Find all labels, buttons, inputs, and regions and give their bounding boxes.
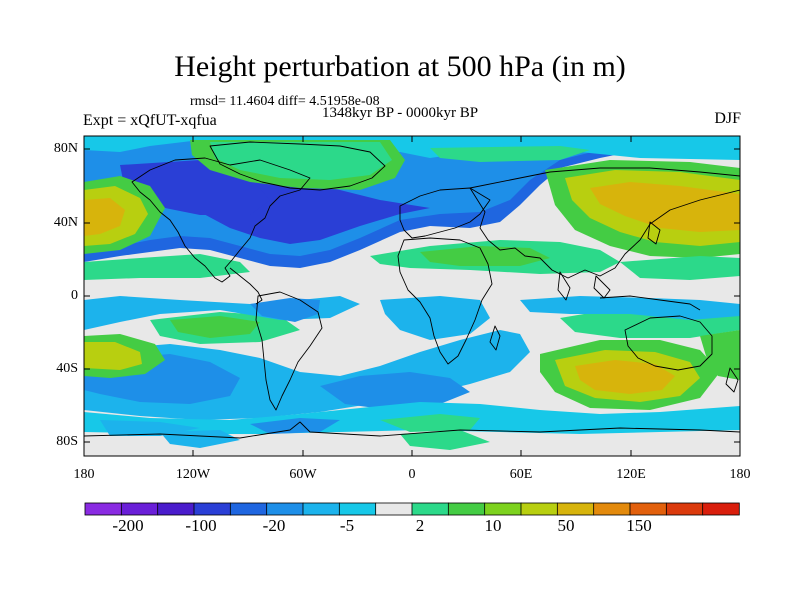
field-cyan-arctic xyxy=(84,136,740,160)
colorbar-label: -200 xyxy=(112,516,144,535)
colorbar-swatch xyxy=(338,502,377,516)
colorbar-label: 10 xyxy=(484,516,502,535)
lon-label-60w: 60W xyxy=(289,467,317,482)
field-yellow-sw xyxy=(84,342,142,370)
coast-asia xyxy=(469,167,740,279)
coast-north-america xyxy=(131,157,311,283)
field-blue-subtrop-south xyxy=(250,298,320,322)
coast-south-america xyxy=(255,291,323,411)
lon-label-180e: 180 xyxy=(729,467,751,482)
field-teal-antarctic xyxy=(380,414,480,432)
colorbar-label: -20 xyxy=(262,516,286,535)
coast-new-zealand xyxy=(725,367,739,393)
field-blue-s-atlantic xyxy=(320,372,470,410)
coast-madagascar xyxy=(489,325,501,351)
field-cyan-indian xyxy=(520,296,740,320)
coastlines xyxy=(84,141,740,439)
field-green-se xyxy=(700,330,740,380)
colorbar xyxy=(84,502,740,516)
plot-title: Height perturbation at 500 hPa (in m) xyxy=(174,50,626,83)
colorbar-label: -5 xyxy=(339,516,355,535)
lat-label-40s: 40S xyxy=(56,361,78,376)
experiment-label: Expt = xQfUT-xqfua xyxy=(83,112,217,129)
colorbar-swatch xyxy=(229,502,268,516)
lon-label-180w: 180 xyxy=(73,467,95,482)
colorbar-swatch xyxy=(157,502,195,516)
colorbar-label: 150 xyxy=(626,516,652,535)
colorbar-swatch xyxy=(375,502,413,516)
coast-africa xyxy=(397,237,493,365)
field-orange-pacific-w xyxy=(84,198,125,236)
colorbar-swatch xyxy=(556,502,595,516)
field-orange-indian-s xyxy=(575,360,675,394)
colorbar-swatch xyxy=(120,502,159,516)
colorbar-swatch xyxy=(84,502,123,516)
field-green-tropics-1 xyxy=(170,316,260,338)
period-label: 1348kyr BP - 0000kyr BP xyxy=(322,105,479,121)
field-teal-subtrop-1 xyxy=(84,254,250,280)
field-gray-antarctic xyxy=(84,438,740,456)
colorbar-swatch xyxy=(193,502,232,516)
colorbar-swatch xyxy=(520,502,559,516)
coast-india-tip xyxy=(557,271,571,301)
colorbar-swatch xyxy=(593,502,631,516)
height-field xyxy=(84,136,740,456)
coast-greenland xyxy=(209,141,386,191)
coast-antarctica xyxy=(84,421,740,439)
colorbar-swatch xyxy=(702,502,740,516)
colorbar-swatch xyxy=(411,502,450,516)
field-green-subtrop xyxy=(420,246,550,266)
lon-ticks xyxy=(192,136,632,456)
field-cyan-atlantic-s xyxy=(380,296,490,340)
colorbar-swatch xyxy=(484,502,522,516)
field-teal-greenland xyxy=(210,142,392,180)
coast-europe xyxy=(399,187,491,239)
colorbar-label: -100 xyxy=(185,516,217,535)
colorbar-swatch xyxy=(302,502,341,516)
lon-label-0: 0 xyxy=(408,467,416,482)
colorbar-swatch xyxy=(665,502,704,516)
coast-australia xyxy=(624,315,713,371)
lat-label-40n: 40N xyxy=(53,215,78,230)
lat-ticks xyxy=(84,148,740,443)
colorbar-label: 50 xyxy=(557,516,575,535)
field-teal-subtrop-3 xyxy=(620,256,740,280)
lat-label-0: 0 xyxy=(71,288,78,303)
field-blue-antarctic-3 xyxy=(160,430,240,448)
lon-label-120w: 120W xyxy=(175,467,211,482)
field-orange-pacific-e xyxy=(590,182,740,232)
colorbar-swatch xyxy=(447,502,486,516)
coast-indonesia xyxy=(599,295,701,311)
coast-central-america xyxy=(229,267,263,305)
colorbar-label: 2 xyxy=(415,516,425,535)
season-label: DJF xyxy=(714,110,741,127)
rmsd-stats: rmsd= 11.4604 diff= 4.51958e-08 xyxy=(190,94,380,109)
lon-label-120e: 120E xyxy=(616,467,646,482)
lat-label-80s: 80S xyxy=(56,434,78,449)
lon-label-60e: 60E xyxy=(509,467,533,482)
coast-japan xyxy=(647,221,661,245)
field-teal-antarctic-2 xyxy=(400,430,490,450)
colorbar-swatch xyxy=(266,502,304,516)
colorbar-swatch xyxy=(629,502,668,516)
lat-label-80n: 80N xyxy=(53,141,78,156)
field-teal-siberia xyxy=(430,146,590,162)
